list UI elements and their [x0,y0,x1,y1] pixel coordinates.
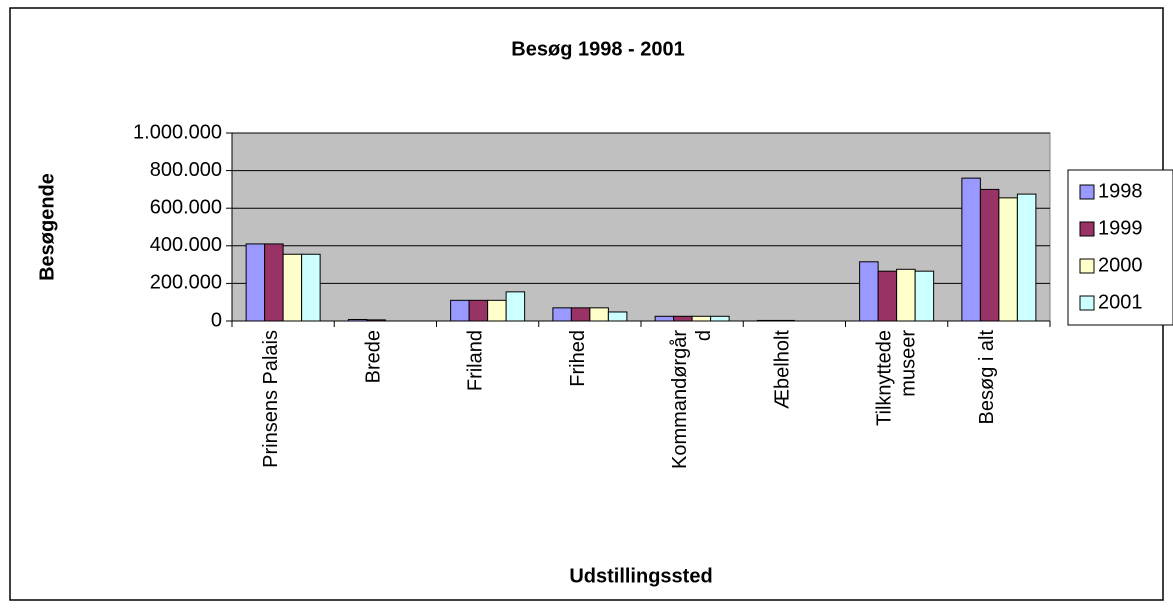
x-tick-label-box: Æbelholt [771,330,794,409]
x-tick-label: Æbelholt [771,330,794,409]
bar [859,261,879,322]
x-tick-label-box: Frihed [566,330,589,387]
bar [450,299,470,322]
legend-swatch [1079,295,1095,311]
x-tick-label-box: Kommandørgår d [669,330,716,469]
legend-label: 2001 [1098,291,1143,313]
x-tick-label: Prinsens Palais [260,330,283,468]
x-axis-title: Udstillingssted [569,565,712,587]
y-tick-label: 400.000 [150,234,222,256]
x-tick-label-box: Friland [464,330,487,392]
x-tick-label-box: Prinsens Palais [260,330,283,468]
legend-label: 1999 [1098,217,1143,239]
bar [673,315,693,322]
bar [979,188,1000,322]
bar [654,315,675,322]
bar [468,299,489,322]
bar [607,311,628,322]
y-tick-label: 200.000 [150,272,222,294]
bar [301,253,321,322]
legend-label: 1998 [1098,180,1143,202]
x-tick-label-box: Tilknyttede museer [873,330,920,426]
legend-swatch [1079,258,1095,274]
bar [896,268,916,322]
x-tick-label: Kommandørgår d [669,330,716,469]
x-tick-label: Tilknyttede museer [873,330,920,426]
y-tick-label: 1.000.000 [133,121,222,143]
y-tick-label: 600.000 [150,196,222,218]
y-axis-title: Besøgende [36,173,58,281]
x-tick-label-box: Brede [362,330,385,384]
bar [570,307,591,322]
bar [505,291,526,322]
legend-swatch [1079,184,1095,200]
x-tick-label: Frihed [566,330,589,387]
bar [710,315,730,322]
bar [245,243,266,322]
bar [487,299,507,322]
x-tick-label: Brede [362,330,385,384]
bar [998,197,1018,322]
legend: 1998 1999 2000 2001 [1067,169,1173,326]
x-tick-label-box: Besøg i alt [975,330,998,425]
bar [264,243,284,322]
y-tick-label: 800.000 [150,159,222,181]
bar [1016,193,1037,322]
bar [914,270,935,322]
bar [877,270,898,322]
x-tick-label: Besøg i alt [975,330,998,425]
bar [552,307,572,322]
bar [691,315,712,322]
legend-swatch [1079,221,1095,237]
chart-title: Besøg 1998 - 2001 [511,38,684,60]
bar [589,307,609,322]
legend-label: 2000 [1098,254,1143,276]
bar [961,177,981,322]
x-tick-label: Friland [464,330,487,392]
bar [282,253,303,322]
y-tick-label: 0 [211,309,222,331]
